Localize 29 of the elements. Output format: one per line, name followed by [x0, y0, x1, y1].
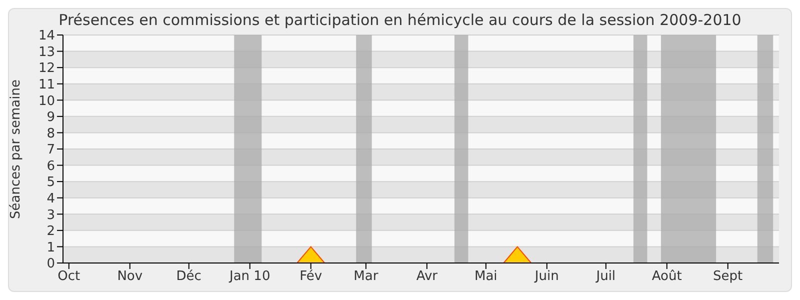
x-tick-label: Nov [117, 269, 143, 284]
x-tick-label: Jan 10 [228, 269, 270, 284]
x-tick-label: Déc [176, 269, 202, 284]
y-tick-label: 14 [38, 28, 55, 44]
y-tick-label: 9 [46, 110, 55, 126]
y-tick-label: 11 [38, 77, 55, 92]
y-tick-label: 7 [46, 142, 55, 158]
x-tick-label: Juil [595, 269, 616, 284]
x-tick-label: Sept [713, 269, 743, 284]
y-tick-label: 2 [46, 224, 55, 240]
x-tick-label: Fév [300, 269, 322, 284]
y-tick-label: 13 [38, 44, 55, 60]
y-tick-label: 6 [46, 158, 55, 174]
x-tick-label: Oct [58, 269, 80, 284]
x-tick-label: Mar [354, 269, 379, 284]
y-axis-title: Séances par semaine [8, 80, 24, 219]
x-tick-label: Mai [474, 269, 498, 284]
y-tick-label: 3 [46, 208, 55, 223]
x-tick-label: Juin [534, 269, 559, 284]
y-tick-label: 1 [46, 240, 55, 256]
x-tick-label: Août [652, 269, 682, 284]
y-tick-label: 0 [46, 256, 55, 272]
x-tick-label: Avr [416, 269, 438, 284]
y-tick-label: 4 [46, 191, 55, 206]
y-tick-label: 8 [46, 126, 55, 142]
y-tick-label: 10 [38, 94, 55, 109]
y-tick-label: 12 [38, 61, 55, 76]
chart-title: Présences en commissions et participation en hémicycle au cours de la session 2009-2010 [58, 11, 742, 29]
y-tick-label: 5 [46, 175, 55, 190]
